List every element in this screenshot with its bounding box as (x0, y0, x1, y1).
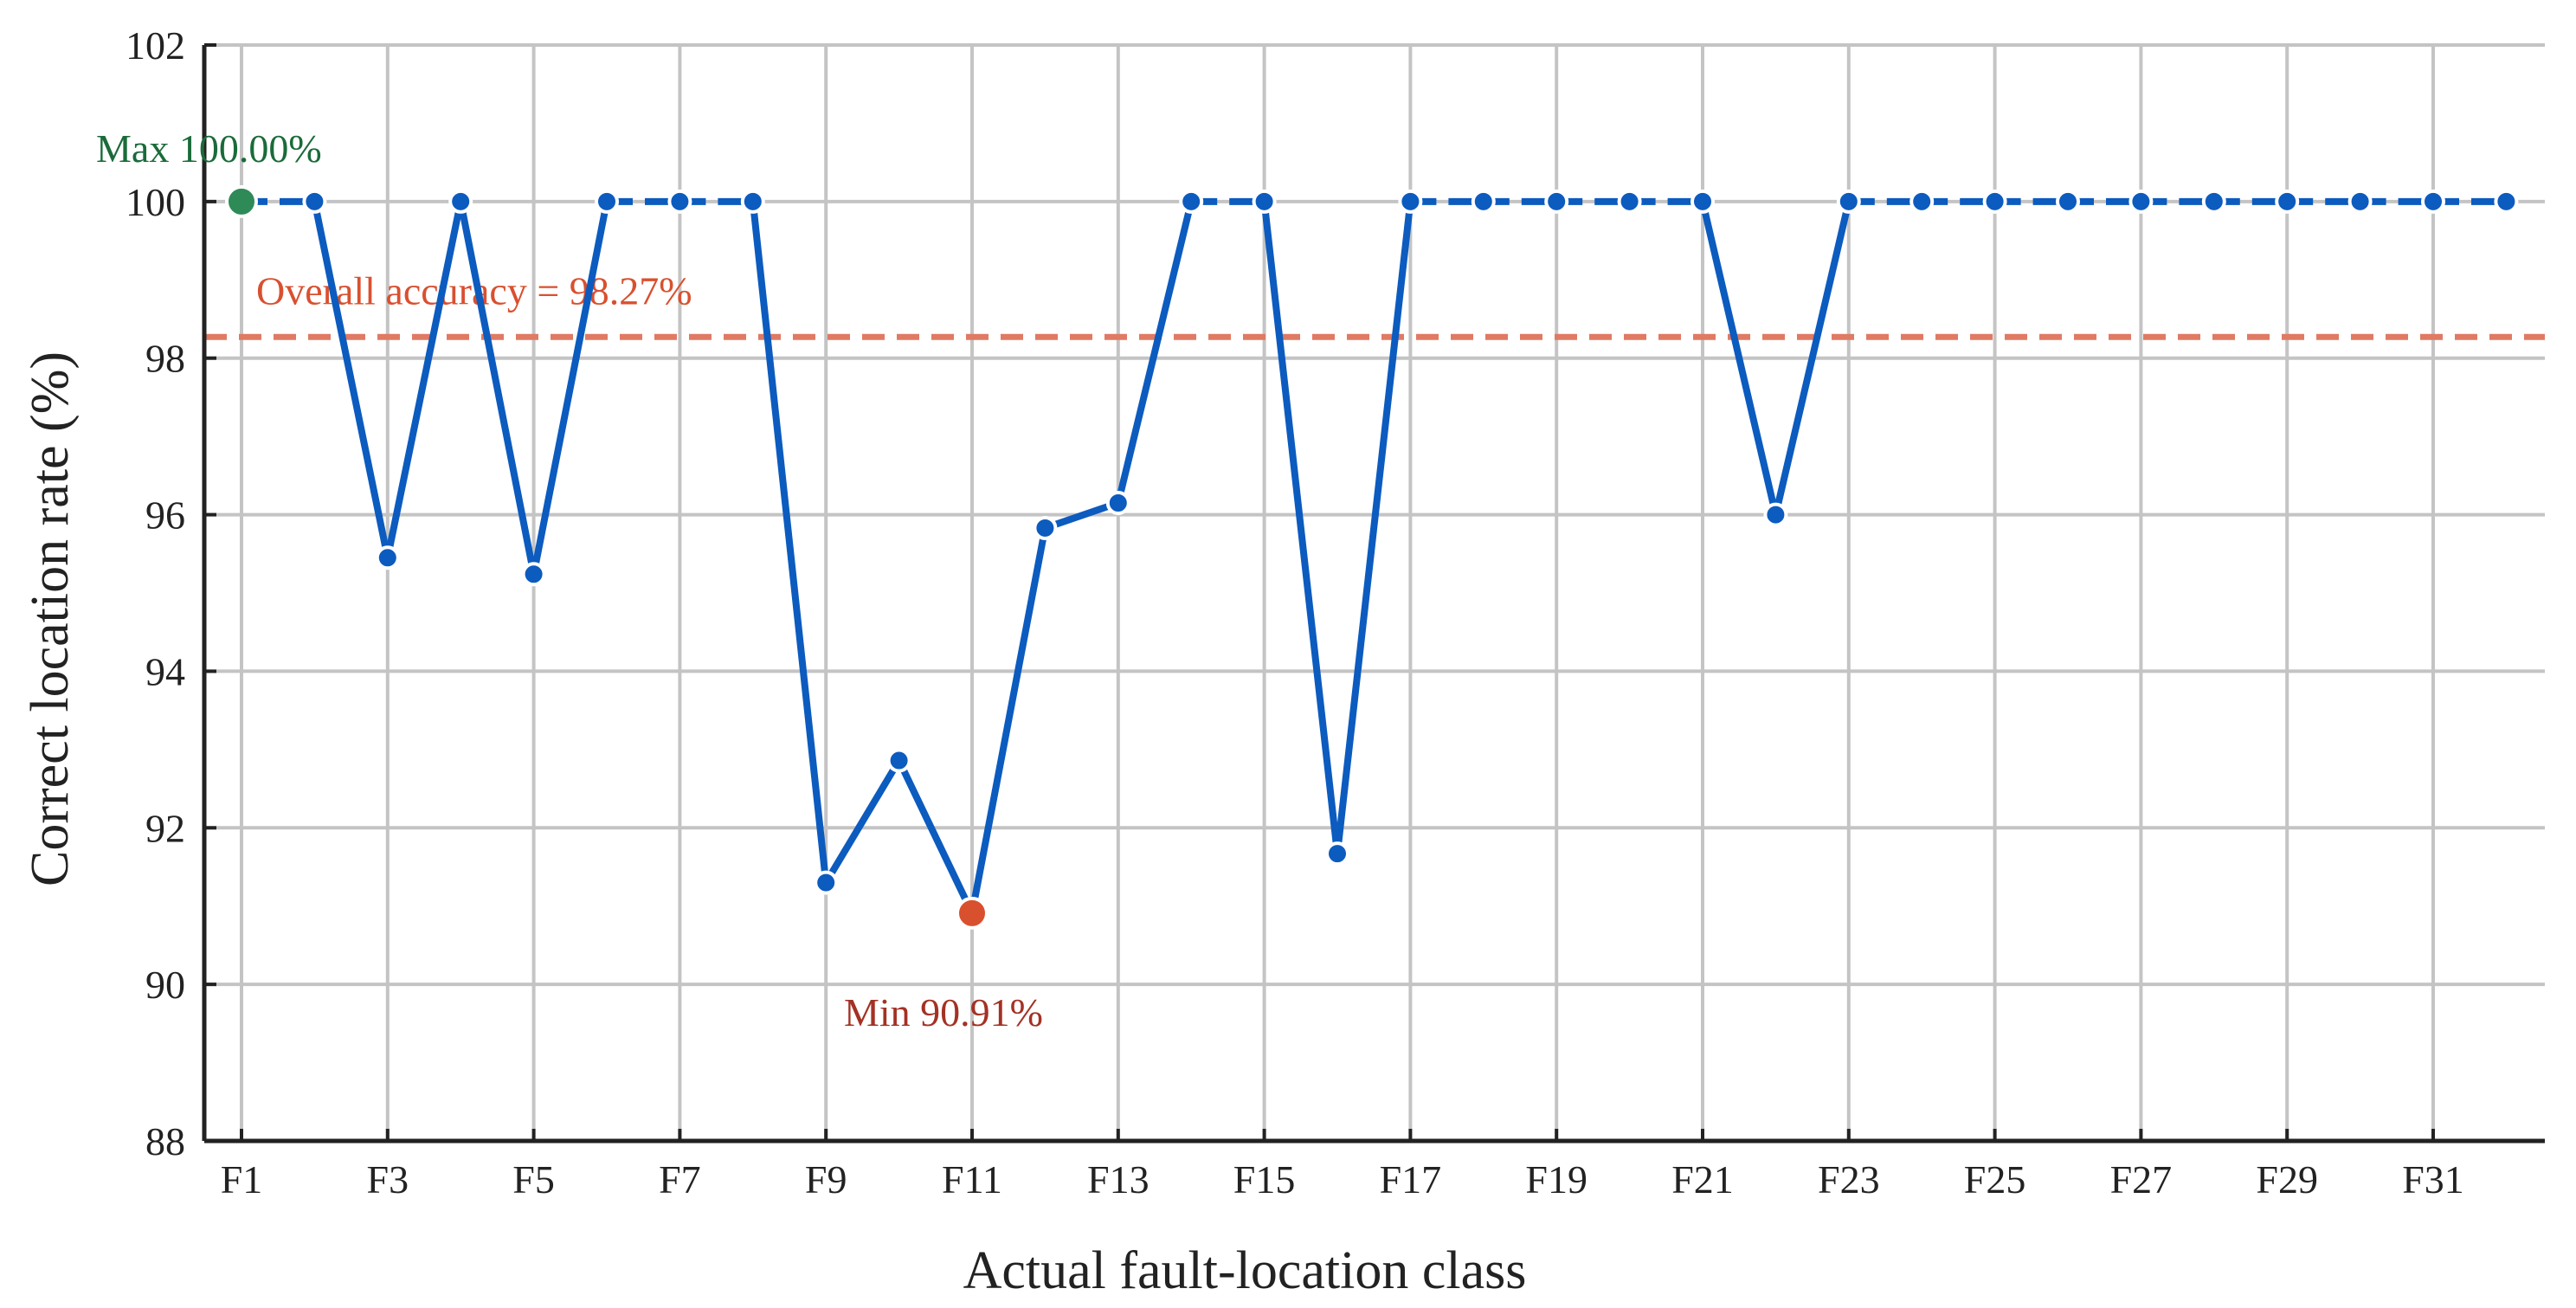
y-tick-label: 94 (145, 649, 185, 693)
x-tick-label: F17 (1380, 1157, 1442, 1202)
data-point (1763, 502, 1788, 527)
x-tick-label: F19 (1525, 1157, 1587, 1202)
x-tick-label: F31 (2402, 1157, 2464, 1202)
data-point (886, 748, 911, 773)
data-point (302, 189, 327, 214)
data-point (521, 562, 546, 587)
series-segment (822, 757, 903, 886)
x-tick-label: F11 (942, 1157, 1002, 1202)
y-tick-label: 92 (145, 806, 185, 850)
data-point (1398, 189, 1423, 214)
x-tick-label: F25 (1964, 1157, 2026, 1202)
data-point (2275, 189, 2300, 214)
series-segment (383, 197, 465, 562)
data-point (1544, 189, 1569, 214)
min-point-marker (956, 896, 989, 930)
x-tick-label: F15 (1233, 1157, 1296, 1202)
data-point (814, 870, 839, 895)
x-tick-label: F9 (805, 1157, 847, 1202)
data-point (375, 545, 400, 570)
data-point (2056, 189, 2080, 214)
series-segment (530, 197, 610, 578)
data-point (2128, 189, 2154, 214)
x-tick-label: F1 (221, 1157, 263, 1202)
data-point (1617, 189, 1642, 214)
data-point (595, 189, 619, 214)
y-tick-label: 96 (145, 493, 185, 538)
data-point (1179, 189, 1204, 214)
x-tick-label: F23 (1818, 1157, 1880, 1202)
data-point (1836, 189, 1861, 214)
max-annotation-label: Max 100.00% (96, 126, 322, 171)
data-point (2347, 189, 2373, 214)
x-tick-label: F3 (367, 1157, 409, 1202)
x-tick-label: F29 (2256, 1157, 2318, 1202)
data-point (1105, 491, 1130, 516)
data-point (1252, 189, 1277, 214)
x-tick-label: F21 (1671, 1157, 1734, 1202)
series-segment (749, 197, 830, 886)
series-segment (1114, 197, 1195, 507)
x-tick-label: F5 (512, 1157, 555, 1202)
x-axis-label: Actual fault-location class (963, 1241, 1527, 1300)
data-point (1471, 189, 1496, 214)
series-segment (895, 757, 976, 917)
y-axis-label: Correct location rate (%) (21, 351, 80, 886)
max-point-marker (225, 184, 258, 218)
series-segment (1699, 197, 1780, 519)
x-tick-label: F7 (659, 1157, 701, 1202)
x-axis-ticks: F1 F3 F5 F7 F9 F11 F13 F15 F17 F19 F21 F23 F25 F27 F29… (221, 1129, 2464, 1202)
series-segment (1041, 499, 1122, 532)
y-tick-label: 90 (145, 963, 185, 1007)
data-point (448, 189, 473, 214)
data-point (1909, 189, 1935, 214)
series-segment (969, 524, 1049, 917)
annotations: Max 100.00% Min 90.91% (96, 126, 1043, 1034)
y-axis-ticks: 88 90 92 94 96 98 100 102 (126, 23, 216, 1163)
series-segment (311, 197, 391, 562)
y-tick-label: 102 (126, 23, 185, 68)
y-tick-label: 100 (126, 180, 185, 224)
x-tick-label: F27 (2110, 1157, 2173, 1202)
series-segment (457, 197, 538, 578)
y-tick-label: 88 (145, 1119, 185, 1163)
data-point (740, 189, 765, 214)
min-annotation-label: Min 90.91% (844, 990, 1043, 1034)
series-group (229, 189, 2519, 925)
series-segment (1334, 197, 1414, 858)
x-tick-label: F13 (1087, 1157, 1150, 1202)
data-point (1325, 841, 1349, 867)
data-point (1690, 189, 1715, 214)
data-point (667, 189, 692, 214)
data-point (2421, 189, 2445, 214)
y-tick-label: 98 (145, 337, 185, 381)
grid (204, 43, 2545, 1141)
data-point (1033, 515, 1058, 540)
series-segment (1260, 197, 1341, 858)
data-point (1982, 189, 2007, 214)
axes (202, 45, 2545, 1144)
data-point (2494, 189, 2519, 214)
series-segment (1772, 197, 1852, 519)
reference-line-group: Overall accuracy = 98.27% (204, 268, 2545, 340)
data-point (2201, 189, 2226, 214)
